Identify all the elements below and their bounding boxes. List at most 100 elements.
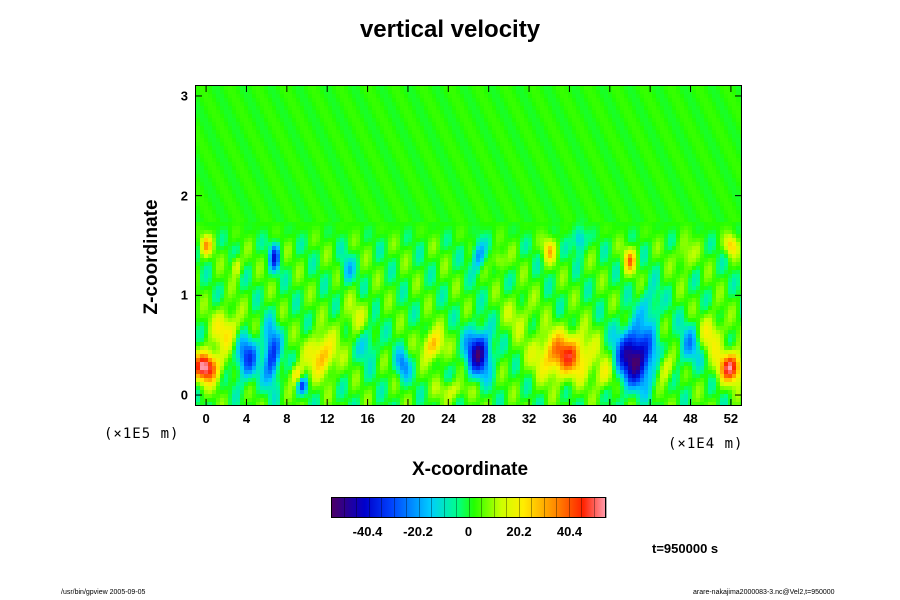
heatmap-cell	[636, 118, 641, 123]
heatmap-cell	[480, 90, 485, 95]
heatmap-cell	[320, 94, 325, 99]
heatmap-cell	[284, 226, 289, 231]
heatmap-cell	[556, 106, 561, 111]
heatmap-cell	[420, 126, 425, 131]
heatmap-cell	[332, 170, 337, 175]
heatmap-cell	[660, 174, 665, 179]
heatmap-cell	[412, 126, 417, 131]
heatmap-cell	[292, 94, 297, 99]
heatmap-cell	[324, 134, 329, 139]
heatmap-cell	[704, 194, 709, 199]
heatmap-cell	[696, 126, 701, 131]
heatmap-cell	[460, 182, 465, 187]
heatmap-cell	[504, 110, 509, 115]
heatmap-cell	[444, 214, 449, 219]
heatmap-cell	[484, 102, 489, 107]
heatmap-cell	[688, 178, 693, 183]
heatmap-cell	[708, 158, 713, 163]
heatmap-cell	[600, 162, 605, 167]
heatmap-cell	[668, 198, 673, 203]
heatmap-cell	[288, 102, 293, 107]
heatmap-cell	[512, 198, 517, 203]
heatmap-cell	[644, 226, 649, 231]
heatmap-cell	[660, 178, 665, 183]
heatmap-cell	[584, 194, 589, 199]
heatmap-cell	[548, 114, 553, 119]
heatmap-cell	[408, 90, 413, 95]
heatmap-cell	[224, 218, 229, 223]
heatmap-cell	[384, 194, 389, 199]
heatmap-cell	[580, 218, 585, 223]
heatmap-cell	[300, 198, 305, 203]
heatmap-cell	[496, 166, 501, 171]
heatmap-cell	[524, 114, 529, 119]
heatmap-cell	[376, 118, 381, 123]
heatmap-cell	[468, 182, 473, 187]
heatmap-cell	[324, 214, 329, 219]
heatmap-cell	[540, 130, 545, 135]
heatmap-cell	[512, 126, 517, 131]
heatmap-cell	[300, 170, 305, 175]
heatmap-cell	[532, 218, 537, 223]
heatmap-cell	[256, 142, 261, 147]
heatmap-cell	[476, 94, 481, 99]
heatmap-cell	[564, 98, 569, 103]
heatmap-cell	[592, 166, 597, 171]
heatmap-cell	[268, 170, 273, 175]
heatmap-cell	[612, 182, 617, 187]
heatmap-cell	[568, 174, 573, 179]
heatmap-cell	[320, 186, 325, 191]
heatmap-cell	[308, 174, 313, 179]
heatmap-cell	[428, 122, 433, 127]
heatmap-cell	[732, 178, 737, 183]
heatmap-cell	[288, 198, 293, 203]
heatmap-cell	[412, 230, 417, 235]
heatmap-cell	[248, 170, 253, 175]
heatmap-cell	[420, 86, 425, 91]
heatmap-cell	[288, 114, 293, 119]
heatmap-cell	[308, 198, 313, 203]
heatmap-cell	[292, 130, 297, 135]
heatmap-cell	[440, 206, 445, 211]
heatmap-cell	[416, 126, 421, 131]
heatmap-cell	[724, 118, 729, 123]
heatmap-cell	[352, 98, 357, 103]
heatmap-cell	[716, 174, 721, 179]
heatmap-cell	[708, 166, 713, 171]
heatmap-cell	[632, 218, 637, 223]
heatmap-cell	[196, 194, 201, 199]
heatmap-cell	[600, 182, 605, 187]
heatmap-cell	[620, 226, 625, 231]
heatmap-cell	[504, 146, 509, 151]
heatmap-cell	[644, 130, 649, 135]
heatmap-cell	[480, 114, 485, 119]
heatmap-cell	[384, 98, 389, 103]
heatmap-cell	[700, 190, 705, 195]
heatmap-cell	[656, 182, 661, 187]
heatmap-cell	[252, 106, 257, 111]
heatmap-cell	[676, 166, 681, 171]
heatmap-cell	[260, 86, 265, 91]
heatmap-cell	[380, 206, 385, 211]
heatmap-cell	[456, 150, 461, 155]
heatmap-cell	[732, 110, 737, 115]
heatmap-cell	[528, 186, 533, 191]
heatmap-cell	[616, 110, 621, 115]
heatmap-cell	[580, 106, 585, 111]
heatmap-cell	[692, 162, 697, 167]
heatmap-cell	[224, 210, 229, 215]
heatmap-cell	[612, 102, 617, 107]
heatmap-cell	[660, 170, 665, 175]
heatmap-cell	[228, 182, 233, 187]
heatmap-cell	[368, 86, 373, 91]
heatmap-cell	[424, 98, 429, 103]
heatmap-cell	[696, 218, 701, 223]
heatmap-cell	[264, 186, 269, 191]
heatmap-cell	[424, 134, 429, 139]
heatmap-cell	[668, 122, 673, 127]
heatmap-cell	[380, 170, 385, 175]
heatmap-cell	[640, 186, 645, 191]
heatmap-cell	[372, 162, 377, 167]
heatmap-cell	[556, 150, 561, 155]
heatmap-cell	[228, 118, 233, 123]
